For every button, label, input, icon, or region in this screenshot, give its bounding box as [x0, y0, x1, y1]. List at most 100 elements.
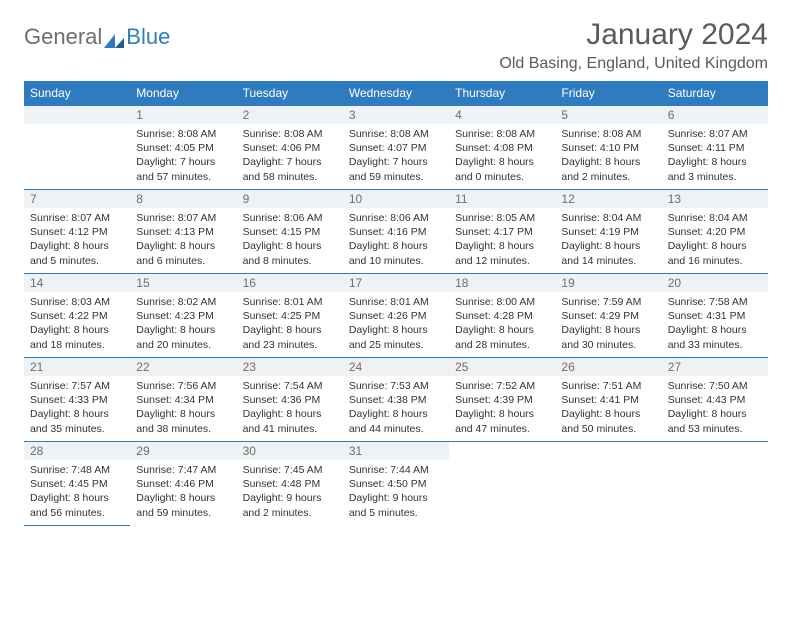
calendar-row: 7Sunrise: 8:07 AMSunset: 4:12 PMDaylight… [24, 190, 768, 274]
calendar-cell: 12Sunrise: 8:04 AMSunset: 4:19 PMDayligh… [555, 190, 661, 274]
day-number: 19 [555, 274, 661, 292]
calendar-cell [24, 526, 130, 610]
calendar-cell: 24Sunrise: 7:53 AMSunset: 4:38 PMDayligh… [343, 358, 449, 442]
calendar-cell: 9Sunrise: 8:06 AMSunset: 4:15 PMDaylight… [237, 190, 343, 274]
title-block: January 2024 Old Basing, England, United… [499, 18, 768, 73]
day-data: Sunrise: 8:08 AMSunset: 4:08 PMDaylight:… [449, 124, 555, 188]
day-number: 14 [24, 274, 130, 292]
day-number: 17 [343, 274, 449, 292]
calendar-row: 14Sunrise: 8:03 AMSunset: 4:22 PMDayligh… [24, 274, 768, 358]
day-number: 25 [449, 358, 555, 376]
calendar-cell: 22Sunrise: 7:56 AMSunset: 4:34 PMDayligh… [130, 358, 236, 442]
day-number: 20 [662, 274, 768, 292]
logo-text-gray: General [24, 24, 102, 50]
day-number: 11 [449, 190, 555, 208]
day-data: Sunrise: 8:08 AMSunset: 4:07 PMDaylight:… [343, 124, 449, 188]
day-data: Sunrise: 8:08 AMSunset: 4:06 PMDaylight:… [237, 124, 343, 188]
weekday-header: Friday [555, 81, 661, 106]
calendar-cell: 18Sunrise: 8:00 AMSunset: 4:28 PMDayligh… [449, 274, 555, 358]
day-data: Sunrise: 7:58 AMSunset: 4:31 PMDaylight:… [662, 292, 768, 356]
day-data: Sunrise: 8:03 AMSunset: 4:22 PMDaylight:… [24, 292, 130, 356]
day-data: Sunrise: 8:02 AMSunset: 4:23 PMDaylight:… [130, 292, 236, 356]
day-data: Sunrise: 8:04 AMSunset: 4:20 PMDaylight:… [662, 208, 768, 272]
calendar-cell: 7Sunrise: 8:07 AMSunset: 4:12 PMDaylight… [24, 190, 130, 274]
location: Old Basing, England, United Kingdom [499, 55, 768, 73]
day-number: 12 [555, 190, 661, 208]
calendar-cell: 26Sunrise: 7:51 AMSunset: 4:41 PMDayligh… [555, 358, 661, 442]
day-data: Sunrise: 7:44 AMSunset: 4:50 PMDaylight:… [343, 460, 449, 524]
day-number: 26 [555, 358, 661, 376]
calendar-cell: 11Sunrise: 8:05 AMSunset: 4:17 PMDayligh… [449, 190, 555, 274]
weekday-header: Thursday [449, 81, 555, 106]
day-number: 30 [237, 442, 343, 460]
calendar-cell: 21Sunrise: 7:57 AMSunset: 4:33 PMDayligh… [24, 358, 130, 442]
day-number: 29 [130, 442, 236, 460]
day-number: 7 [24, 190, 130, 208]
day-data: Sunrise: 7:54 AMSunset: 4:36 PMDaylight:… [237, 376, 343, 440]
calendar-cell: 3Sunrise: 8:08 AMSunset: 4:07 PMDaylight… [343, 106, 449, 190]
calendar-cell: 8Sunrise: 8:07 AMSunset: 4:13 PMDaylight… [130, 190, 236, 274]
day-data: Sunrise: 8:07 AMSunset: 4:11 PMDaylight:… [662, 124, 768, 188]
calendar-cell: 10Sunrise: 8:06 AMSunset: 4:16 PMDayligh… [343, 190, 449, 274]
day-number: 6 [662, 106, 768, 124]
calendar-cell: 5Sunrise: 8:08 AMSunset: 4:10 PMDaylight… [555, 106, 661, 190]
day-number: 27 [662, 358, 768, 376]
calendar-cell: 20Sunrise: 7:58 AMSunset: 4:31 PMDayligh… [662, 274, 768, 358]
calendar-cell: 2Sunrise: 8:08 AMSunset: 4:06 PMDaylight… [237, 106, 343, 190]
weekday-header: Tuesday [237, 81, 343, 106]
day-number: 5 [555, 106, 661, 124]
calendar-cell: 28Sunrise: 7:48 AMSunset: 4:45 PMDayligh… [24, 442, 130, 526]
calendar-cell [343, 526, 449, 610]
weekday-header: Saturday [662, 81, 768, 106]
day-number-empty [24, 106, 130, 124]
day-number: 28 [24, 442, 130, 460]
day-number: 23 [237, 358, 343, 376]
weekday-header: Sunday [24, 81, 130, 106]
calendar-cell: 14Sunrise: 8:03 AMSunset: 4:22 PMDayligh… [24, 274, 130, 358]
day-data: Sunrise: 8:06 AMSunset: 4:15 PMDaylight:… [237, 208, 343, 272]
calendar-cell: 1Sunrise: 8:08 AMSunset: 4:05 PMDaylight… [130, 106, 236, 190]
calendar-cell [555, 526, 661, 610]
day-data: Sunrise: 7:47 AMSunset: 4:46 PMDaylight:… [130, 460, 236, 524]
day-number: 4 [449, 106, 555, 124]
calendar-table: SundayMondayTuesdayWednesdayThursdayFrid… [24, 81, 768, 610]
calendar-cell [555, 442, 661, 526]
calendar-cell: 29Sunrise: 7:47 AMSunset: 4:46 PMDayligh… [130, 442, 236, 526]
day-data: Sunrise: 7:48 AMSunset: 4:45 PMDaylight:… [24, 460, 130, 524]
calendar-cell: 13Sunrise: 8:04 AMSunset: 4:20 PMDayligh… [662, 190, 768, 274]
calendar-cell [662, 526, 768, 610]
calendar-cell [449, 442, 555, 526]
day-number: 9 [237, 190, 343, 208]
calendar-cell: 27Sunrise: 7:50 AMSunset: 4:43 PMDayligh… [662, 358, 768, 442]
day-data: Sunrise: 8:00 AMSunset: 4:28 PMDaylight:… [449, 292, 555, 356]
day-data: Sunrise: 8:07 AMSunset: 4:13 PMDaylight:… [130, 208, 236, 272]
calendar-cell [449, 526, 555, 610]
logo-mark-icon [104, 28, 126, 46]
weekday-header: Wednesday [343, 81, 449, 106]
day-data: Sunrise: 8:01 AMSunset: 4:25 PMDaylight:… [237, 292, 343, 356]
day-data: Sunrise: 7:51 AMSunset: 4:41 PMDaylight:… [555, 376, 661, 440]
day-number: 22 [130, 358, 236, 376]
calendar-cell: 15Sunrise: 8:02 AMSunset: 4:23 PMDayligh… [130, 274, 236, 358]
calendar-cell [237, 526, 343, 610]
day-data: Sunrise: 7:52 AMSunset: 4:39 PMDaylight:… [449, 376, 555, 440]
calendar-cell: 19Sunrise: 7:59 AMSunset: 4:29 PMDayligh… [555, 274, 661, 358]
day-data: Sunrise: 8:01 AMSunset: 4:26 PMDaylight:… [343, 292, 449, 356]
day-data: Sunrise: 7:56 AMSunset: 4:34 PMDaylight:… [130, 376, 236, 440]
calendar-cell [662, 442, 768, 526]
weekday-header: Monday [130, 81, 236, 106]
day-number: 18 [449, 274, 555, 292]
logo-text-blue: Blue [126, 24, 170, 50]
day-data: Sunrise: 7:53 AMSunset: 4:38 PMDaylight:… [343, 376, 449, 440]
calendar-row: 21Sunrise: 7:57 AMSunset: 4:33 PMDayligh… [24, 358, 768, 442]
day-data: Sunrise: 8:07 AMSunset: 4:12 PMDaylight:… [24, 208, 130, 272]
day-number: 13 [662, 190, 768, 208]
day-data: Sunrise: 7:59 AMSunset: 4:29 PMDaylight:… [555, 292, 661, 356]
calendar-cell: 4Sunrise: 8:08 AMSunset: 4:08 PMDaylight… [449, 106, 555, 190]
day-number: 2 [237, 106, 343, 124]
calendar-cell: 30Sunrise: 7:45 AMSunset: 4:48 PMDayligh… [237, 442, 343, 526]
day-number: 10 [343, 190, 449, 208]
day-data: Sunrise: 8:05 AMSunset: 4:17 PMDaylight:… [449, 208, 555, 272]
logo: General Blue [24, 18, 170, 50]
calendar-cell: 16Sunrise: 8:01 AMSunset: 4:25 PMDayligh… [237, 274, 343, 358]
